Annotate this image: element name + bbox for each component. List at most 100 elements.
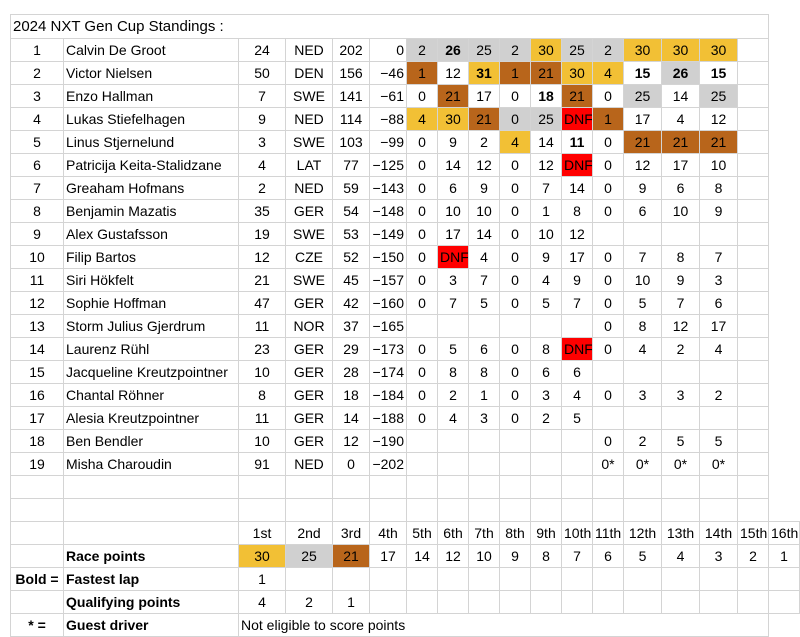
race-result-cell: 8: [561, 199, 593, 223]
race-result-cell: 7: [437, 291, 469, 315]
race-result-cell: 4: [406, 107, 438, 131]
place-header-cell: 16th: [768, 521, 800, 545]
race-result-cell: 17: [661, 153, 700, 177]
empty-cell: [736, 38, 770, 62]
race-result-cell: 4: [499, 130, 531, 154]
car-number-cell: 21: [238, 268, 286, 292]
empty-cell: [736, 84, 770, 108]
driver-name-cell: Jacqueline Kreutzpointner: [63, 360, 239, 384]
race-points-value: 4: [661, 544, 700, 568]
race-result-cell: 4: [699, 337, 738, 361]
race-result-cell: 7: [661, 291, 700, 315]
table-row: 9 Alex Gustafsson 19 SWE 53 −149 0 17 14 0 10 12: [10, 222, 800, 246]
race-result-cell: 12: [530, 153, 562, 177]
car-number-cell: 23: [238, 337, 286, 361]
race-result-cell: 0*: [699, 452, 738, 476]
place-header-cell: 7th: [468, 521, 500, 545]
nationality-cell: DEN: [285, 61, 333, 85]
nationality-cell: NED: [285, 38, 333, 62]
position-cell: 11: [10, 268, 64, 292]
empty-cell: [736, 291, 770, 315]
race-result-cell: 2: [437, 383, 469, 407]
guest-row: * = Guest driver Not eligible to score poi…: [10, 613, 800, 637]
position-cell: 7: [10, 176, 64, 200]
race-result-cell: 0: [406, 268, 438, 292]
race-result-cell: 6: [437, 176, 469, 200]
race-result-cell: 2: [406, 38, 438, 62]
qualifying-row: Qualifying points 4 2 1: [10, 590, 800, 614]
nationality-cell: GER: [285, 291, 333, 315]
empty-cell: [736, 567, 770, 591]
table-row: 12 Sophie Hoffman 47 GER 42 −160 0 7 5 0 5 7 0 5 7 6: [10, 291, 800, 315]
empty-cell: [736, 452, 770, 476]
race-result-cell: 0: [406, 406, 438, 430]
points-cell: 103: [332, 130, 370, 154]
position-cell: 2: [10, 61, 64, 85]
race-result-cell: [592, 222, 624, 246]
empty-cell: [437, 567, 469, 591]
empty-cell: [592, 498, 624, 522]
driver-name-cell: Benjamin Mazatis: [63, 199, 239, 223]
empty-cell: [437, 590, 469, 614]
empty-cell: [499, 567, 531, 591]
car-number-cell: 9: [238, 107, 286, 131]
empty-cell: [736, 222, 770, 246]
empty-cell: [561, 498, 593, 522]
race-result-cell: 31: [468, 61, 500, 85]
race-points-label: Race points: [63, 544, 239, 568]
place-header-cell: 14th: [699, 521, 738, 545]
points-cell: 29: [332, 337, 370, 361]
race-result-cell: 7: [468, 268, 500, 292]
place-header-cell: 15th: [736, 521, 770, 545]
race-result-cell: 8: [623, 314, 662, 338]
race-result-cell: 8: [699, 176, 738, 200]
points-cell: 202: [332, 38, 370, 62]
race-result-cell: 25: [699, 84, 738, 108]
race-result-cell: 17: [468, 84, 500, 108]
guest-label: Guest driver: [63, 613, 239, 637]
race-result-cell: 10: [468, 199, 500, 223]
car-number-cell: 11: [238, 314, 286, 338]
empty-cell: [561, 567, 593, 591]
race-result-cell: 25: [623, 84, 662, 108]
race-result-cell: [406, 452, 438, 476]
car-number-cell: 35: [238, 199, 286, 223]
position-cell: 16: [10, 383, 64, 407]
race-result-cell: [623, 406, 662, 430]
table-row: 7 Greaham Hofmans 2 NED 59 −143 0 6 9 0 7 14 0 9 6 8: [10, 176, 800, 200]
race-result-cell: 21: [468, 107, 500, 131]
race-result-cell: [661, 222, 700, 246]
race-result-cell: 7: [561, 291, 593, 315]
race-points-value: 25: [285, 544, 333, 568]
race-result-cell: 2: [623, 429, 662, 453]
race-result-cell: 18: [530, 84, 562, 108]
race-result-cell: [530, 314, 562, 338]
race-result-cell: 3: [530, 383, 562, 407]
empty-cell: [736, 314, 770, 338]
points-cell: 59: [332, 176, 370, 200]
race-result-cell: 2: [592, 38, 624, 62]
race-result-cell: 5: [561, 406, 593, 430]
race-result-cell: 7: [623, 245, 662, 269]
place-header-cell: 5th: [406, 521, 438, 545]
race-result-cell: 0: [592, 130, 624, 154]
race-result-cell: [699, 406, 738, 430]
race-result-cell: 0: [592, 199, 624, 223]
race-result-cell: 8: [661, 245, 700, 269]
place-header-cell: 3rd: [332, 521, 370, 545]
race-result-cell: 0: [499, 360, 531, 384]
points-cell: 114: [332, 107, 370, 131]
race-result-cell: [437, 452, 469, 476]
race-result-cell: 12: [437, 61, 469, 85]
race-result-cell: 0: [406, 383, 438, 407]
driver-name-cell: Lukas Stiefelhagen: [63, 107, 239, 131]
empty-cell: [561, 590, 593, 614]
race-points-value: 5: [623, 544, 662, 568]
position-cell: 1: [10, 38, 64, 62]
race-result-cell: [530, 452, 562, 476]
empty-cell: [499, 498, 531, 522]
race-result-cell: [592, 406, 624, 430]
nationality-cell: NED: [285, 107, 333, 131]
race-result-cell: 6: [661, 176, 700, 200]
race-result-cell: 0: [406, 153, 438, 177]
